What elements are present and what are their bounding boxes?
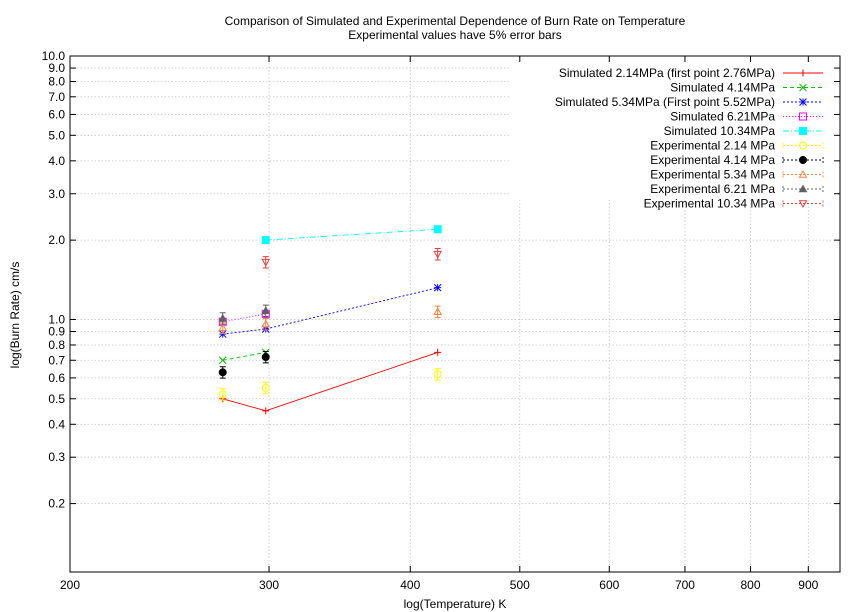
legend-label: Experimental 5.34 MPa bbox=[650, 168, 775, 182]
y-tick-label: 6.0 bbox=[48, 107, 65, 121]
series-marker bbox=[261, 306, 271, 314]
y-tick-label: 0.5 bbox=[48, 392, 65, 406]
x-axis-label: log(Temperature) K bbox=[404, 597, 507, 611]
y-tick-label: 0.8 bbox=[48, 338, 65, 352]
series-9 bbox=[218, 304, 271, 325]
series-marker bbox=[262, 407, 270, 415]
x-tick-label: 900 bbox=[798, 578, 818, 592]
series-marker bbox=[261, 236, 270, 245]
y-tick-label: 0.4 bbox=[48, 417, 65, 431]
series-marker bbox=[799, 141, 807, 150]
series-10 bbox=[261, 248, 443, 269]
legend-label: Simulated 2.14MPa (first point 2.76MPa) bbox=[559, 66, 775, 80]
y-tick-label: 0.2 bbox=[48, 497, 65, 511]
series-marker bbox=[218, 323, 228, 332]
series-4 bbox=[218, 309, 270, 326]
series-line bbox=[222, 351, 266, 361]
y-tick-label: 8.0 bbox=[48, 75, 65, 89]
plot-frame bbox=[69, 55, 841, 573]
series-marker bbox=[218, 313, 228, 322]
series-line bbox=[265, 228, 438, 241]
legend: Simulated 2.14MPa (first point 2.76MPa)S… bbox=[555, 66, 824, 211]
series-marker bbox=[799, 69, 807, 77]
legend-label: Simulated 6.21MPa bbox=[670, 110, 775, 124]
x-tick-label: 500 bbox=[510, 578, 530, 592]
series-layer bbox=[218, 225, 443, 415]
x-tick-label: 800 bbox=[740, 578, 760, 592]
series-marker bbox=[433, 250, 443, 259]
y-tick-label: 9.0 bbox=[48, 61, 65, 75]
series-marker bbox=[798, 200, 808, 209]
series-marker bbox=[799, 127, 807, 135]
series-marker bbox=[798, 169, 808, 178]
x-tick-label: 600 bbox=[599, 578, 619, 592]
legend-label: Experimental 4.14 MPa bbox=[650, 153, 775, 167]
series-marker bbox=[261, 258, 271, 267]
series-1 bbox=[219, 348, 442, 415]
y-tick-label: 7.0 bbox=[48, 90, 65, 104]
y-tick-label: 2.0 bbox=[48, 233, 65, 247]
y-tick-label: 4.0 bbox=[48, 154, 65, 168]
chart-subtitle: Experimental values have 5% error bars bbox=[348, 28, 561, 42]
series-line bbox=[222, 351, 438, 412]
y-tick-label: 0.9 bbox=[48, 325, 65, 339]
series-marker bbox=[799, 98, 807, 106]
series-marker bbox=[799, 83, 807, 92]
legend-label: Simulated 10.34MPa bbox=[664, 124, 776, 138]
legend-label: Simulated 4.14MPa bbox=[670, 81, 775, 95]
legend-label: Simulated 5.34MPa (First point 5.52MPa) bbox=[555, 95, 775, 109]
y-tick-label: 5.0 bbox=[48, 128, 65, 142]
series-marker bbox=[261, 319, 271, 328]
y-tick-label: 3.0 bbox=[48, 187, 65, 201]
series-marker bbox=[434, 348, 442, 356]
y-tick-label: 10.0 bbox=[42, 49, 66, 63]
y-tick-label: 1.0 bbox=[48, 312, 65, 326]
series-line bbox=[222, 287, 438, 335]
legend-errorbar bbox=[782, 171, 824, 178]
y-tick-label: 0.6 bbox=[48, 371, 65, 385]
series-marker bbox=[799, 156, 807, 164]
series-marker bbox=[218, 356, 227, 365]
series-5 bbox=[261, 225, 442, 245]
legend-label: Experimental 6.21 MPa bbox=[650, 182, 775, 196]
y-tick-label: 0.7 bbox=[48, 353, 65, 367]
series-2 bbox=[218, 348, 270, 365]
series-marker bbox=[433, 370, 442, 379]
series-marker bbox=[799, 112, 807, 121]
y-tick-label: 0.3 bbox=[48, 450, 65, 464]
series-6 bbox=[218, 368, 442, 401]
series-8 bbox=[218, 305, 443, 335]
x-tick-label: 300 bbox=[259, 578, 279, 592]
series-marker bbox=[218, 390, 227, 399]
series-7 bbox=[218, 350, 270, 379]
x-tick-label: 400 bbox=[400, 578, 420, 592]
x-tick-label: 700 bbox=[675, 578, 695, 592]
legend-errorbar bbox=[782, 200, 824, 207]
series-marker bbox=[433, 225, 442, 234]
series-3 bbox=[218, 283, 442, 338]
legend-label: Experimental 2.14 MPa bbox=[650, 139, 775, 153]
x-tick-label: 200 bbox=[60, 578, 80, 592]
chart-title: Comparison of Simulated and Experimental… bbox=[225, 14, 686, 28]
series-marker bbox=[218, 368, 227, 377]
series-marker bbox=[433, 283, 442, 292]
series-line bbox=[222, 313, 266, 323]
series-marker bbox=[798, 184, 808, 193]
axis-ticks: 200 300 400 500 600 700 800 900 0.2 0.3 0.4 0.5 0.6 0… bbox=[42, 49, 840, 592]
series-marker bbox=[261, 383, 270, 392]
series-marker bbox=[433, 307, 443, 316]
legend-label: Experimental 10.34 MPa bbox=[644, 197, 776, 211]
y-axis-label: log(Burn Rate) cm/s bbox=[8, 262, 22, 369]
series-marker bbox=[261, 353, 270, 362]
legend-errorbar bbox=[782, 142, 824, 149]
